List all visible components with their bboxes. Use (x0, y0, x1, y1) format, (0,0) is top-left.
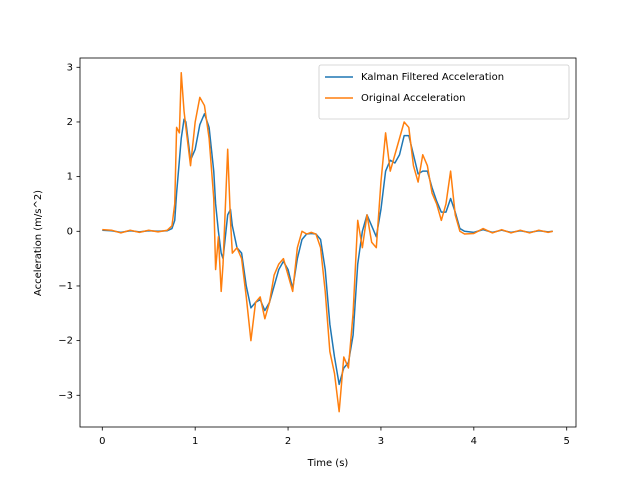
x-tick-label: 4 (471, 436, 477, 447)
legend-box (318, 64, 570, 120)
x-tick-label: 1 (192, 436, 198, 447)
plot-frame (79, 57, 577, 428)
y-axis-label: Acceleration (m/s^2) (33, 190, 44, 296)
data-line (102, 72, 553, 413)
x-tick-label: 0 (99, 436, 105, 447)
x-axis-label: Time (s) (307, 458, 349, 469)
y-tick-label: −3 (58, 390, 73, 401)
y-tick-label: 3 (67, 62, 73, 73)
y-tick-label: 2 (67, 117, 73, 128)
legend-label: Original Acceleration (361, 93, 465, 104)
y-tick-label: −2 (58, 336, 73, 347)
x-tick-label: 5 (564, 436, 570, 447)
x-tick-label: 2 (285, 436, 291, 447)
y-tick-label: 0 (67, 226, 73, 237)
legend-label: Kalman Filtered Acceleration (361, 72, 504, 83)
y-tick-label: −1 (58, 281, 73, 292)
x-tick-label: 3 (378, 436, 384, 447)
y-tick-label: 1 (67, 172, 73, 183)
